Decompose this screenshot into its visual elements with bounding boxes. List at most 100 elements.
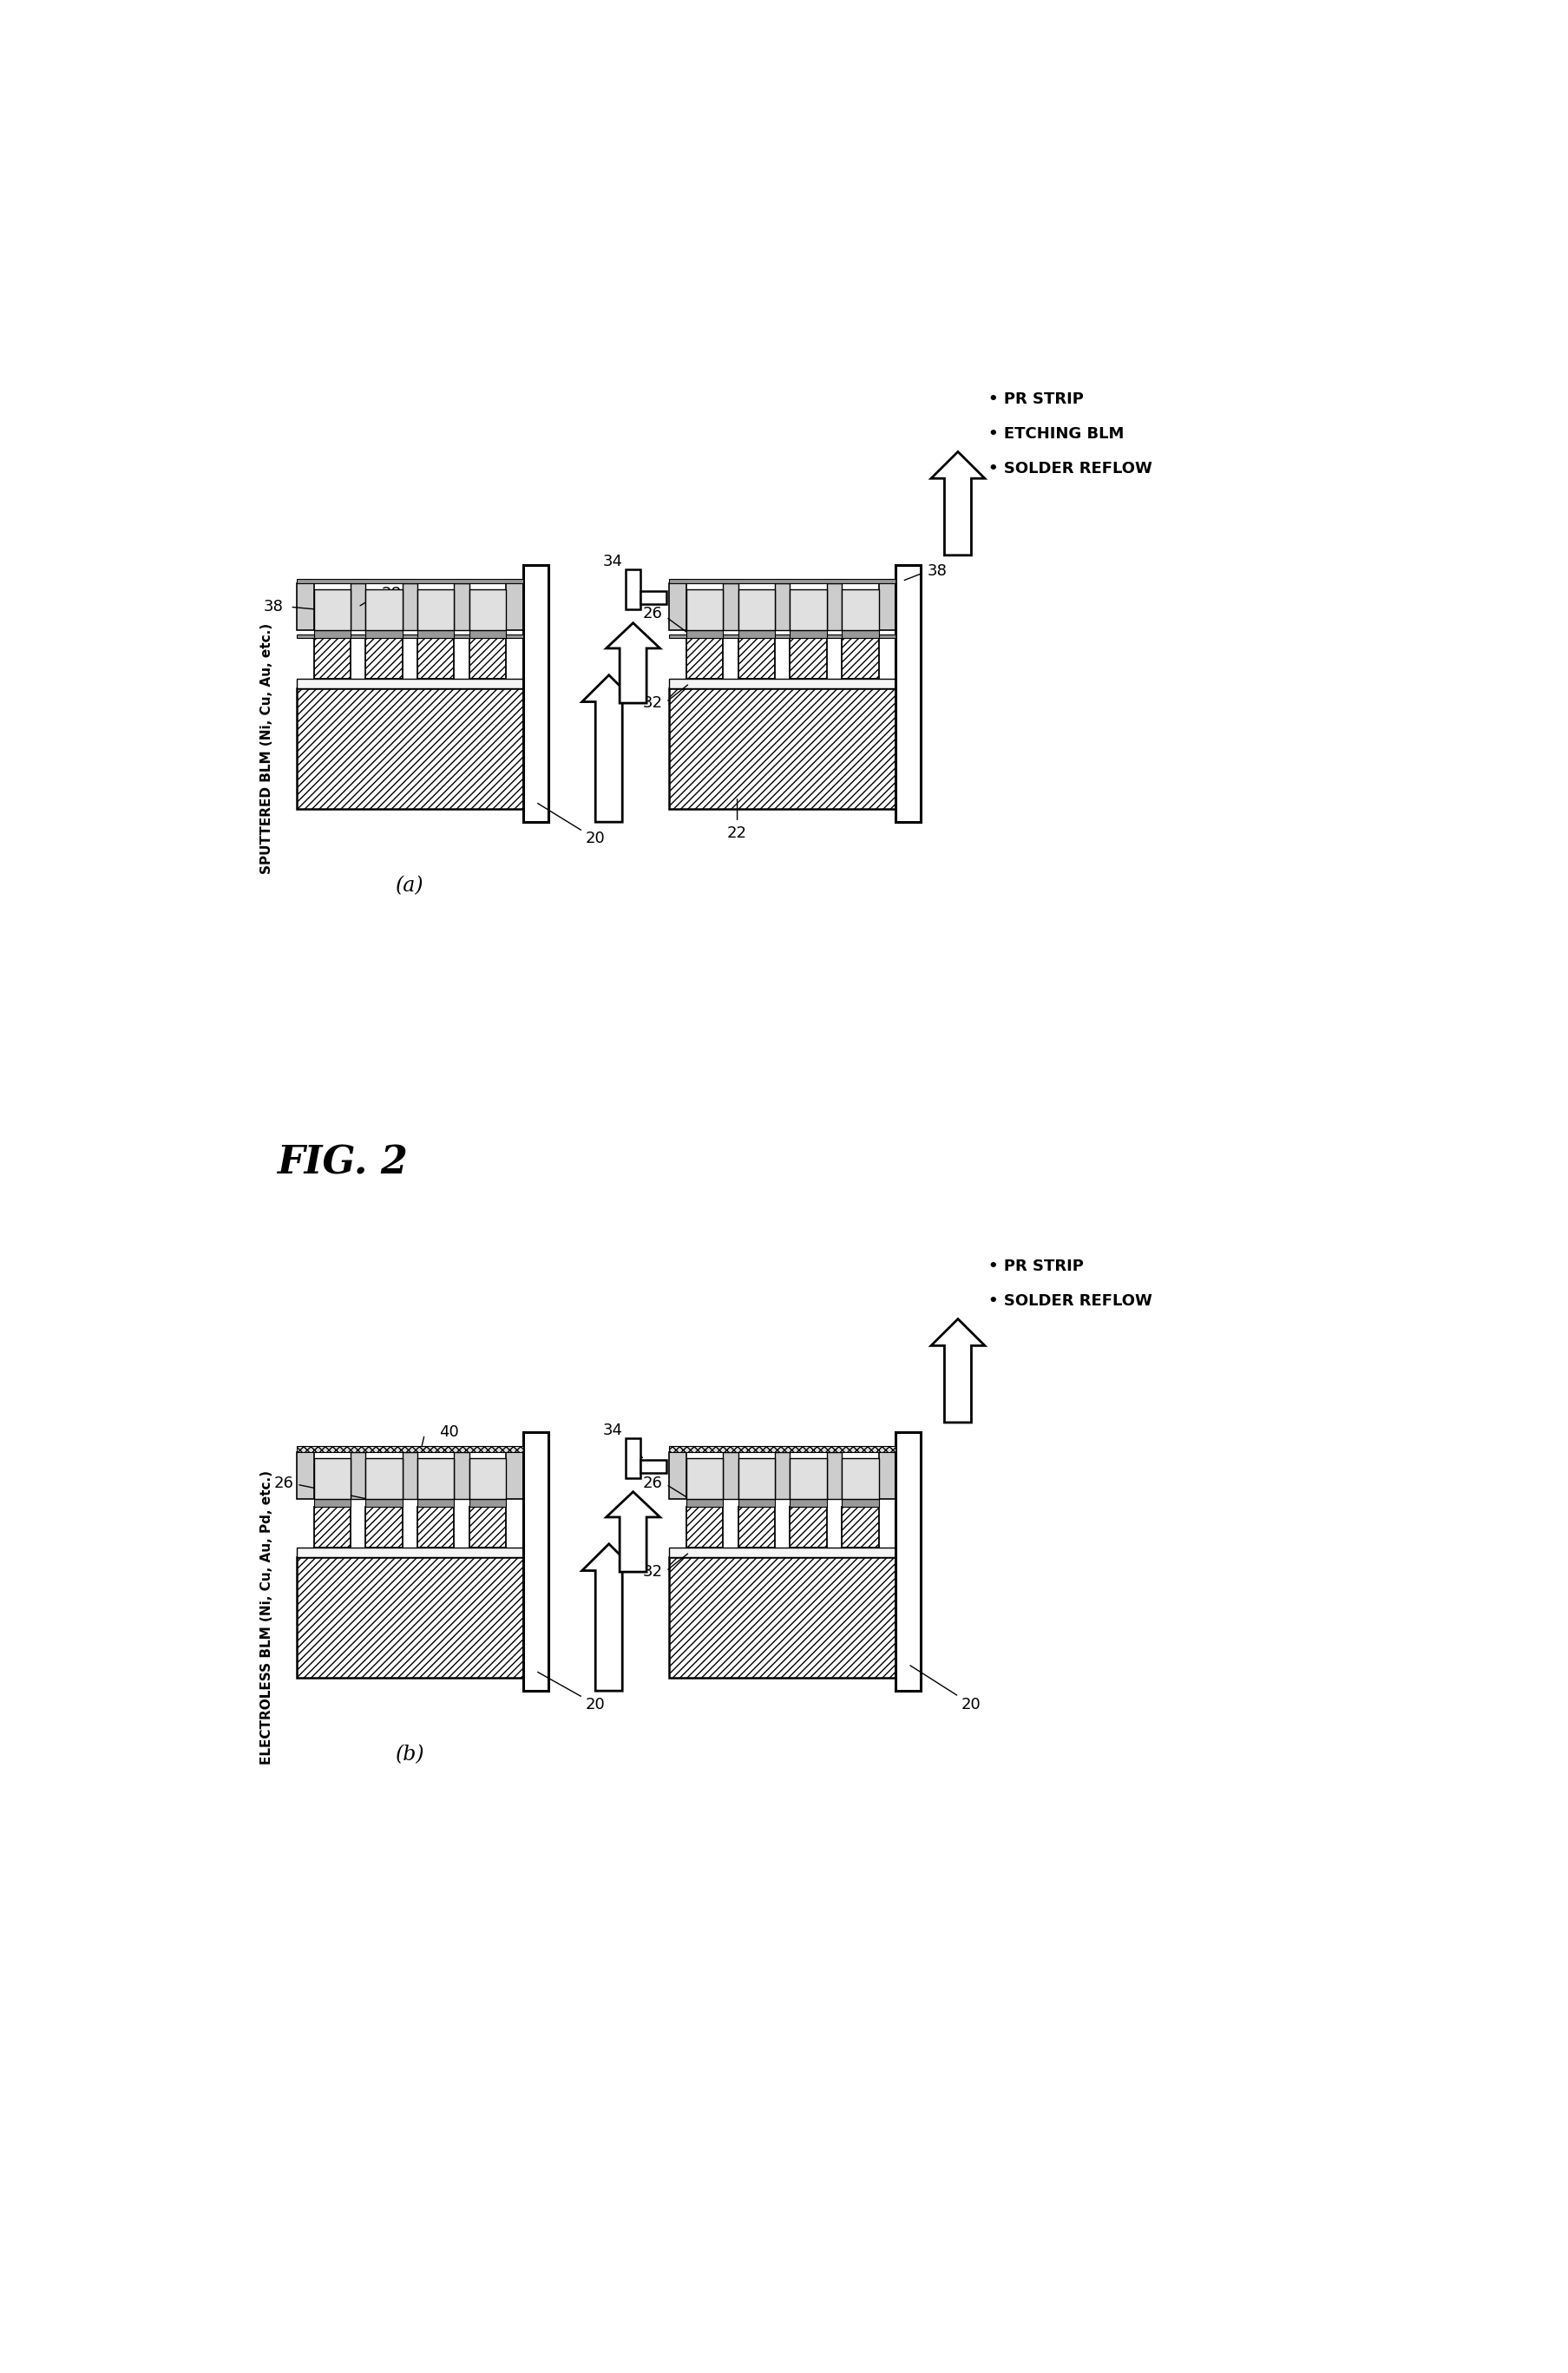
Bar bbox=[895, 1433, 920, 1692]
Text: 40: 40 bbox=[439, 1424, 459, 1440]
Bar bbox=[626, 570, 640, 610]
Text: FIG. 2: FIG. 2 bbox=[276, 1144, 408, 1182]
Text: ELECTROLESS BLM (Ni, Cu, Au, Pd, etc.): ELECTROLESS BLM (Ni, Cu, Au, Pd, etc.) bbox=[260, 1471, 273, 1766]
Bar bbox=[790, 638, 826, 679]
Bar bbox=[775, 1452, 790, 1500]
Bar bbox=[687, 631, 723, 638]
Bar bbox=[723, 1452, 739, 1500]
Bar bbox=[687, 638, 723, 679]
Text: 22: 22 bbox=[728, 826, 748, 840]
Bar bbox=[522, 1433, 549, 1692]
Text: 38: 38 bbox=[263, 598, 284, 615]
Bar bbox=[469, 1507, 506, 1547]
Bar bbox=[842, 589, 878, 631]
Text: 32: 32 bbox=[643, 695, 663, 712]
Bar bbox=[739, 1507, 775, 1547]
Bar bbox=[365, 589, 403, 631]
Bar bbox=[314, 1500, 351, 1507]
Bar bbox=[640, 591, 666, 605]
Bar bbox=[723, 584, 739, 631]
Bar bbox=[296, 1452, 314, 1500]
Bar bbox=[895, 565, 920, 821]
Bar bbox=[296, 579, 522, 584]
Text: 38: 38 bbox=[928, 562, 947, 579]
Bar bbox=[640, 1459, 666, 1474]
Bar bbox=[842, 638, 878, 679]
Text: 34: 34 bbox=[602, 553, 622, 570]
Text: 26: 26 bbox=[274, 1476, 293, 1490]
Bar bbox=[826, 584, 842, 631]
Bar bbox=[842, 1457, 878, 1500]
Text: 28: 28 bbox=[381, 586, 401, 600]
Bar bbox=[687, 1507, 723, 1547]
Bar bbox=[314, 589, 351, 631]
Bar bbox=[417, 1457, 455, 1500]
Bar bbox=[417, 638, 455, 679]
Bar bbox=[790, 1457, 826, 1500]
Bar bbox=[670, 679, 895, 688]
Bar bbox=[314, 1507, 351, 1547]
Bar bbox=[739, 589, 775, 631]
Bar bbox=[296, 1445, 522, 1452]
Bar bbox=[790, 1500, 826, 1507]
Bar bbox=[739, 638, 775, 679]
Bar bbox=[670, 688, 895, 809]
Bar bbox=[670, 579, 895, 584]
Bar bbox=[314, 1457, 351, 1500]
Bar bbox=[670, 1557, 895, 1678]
Bar bbox=[506, 1452, 522, 1500]
Polygon shape bbox=[582, 674, 635, 821]
Bar bbox=[878, 1452, 895, 1500]
Bar bbox=[469, 1457, 506, 1500]
Text: • ETCHING BLM: • ETCHING BLM bbox=[988, 427, 1124, 441]
Bar bbox=[365, 1457, 403, 1500]
Bar bbox=[670, 1445, 895, 1452]
Bar bbox=[826, 1452, 842, 1500]
Bar bbox=[455, 584, 469, 631]
Bar bbox=[314, 631, 351, 638]
Bar bbox=[417, 631, 455, 638]
Bar bbox=[687, 1457, 723, 1500]
Text: • SOLDER REFLOW: • SOLDER REFLOW bbox=[988, 1293, 1152, 1310]
Bar bbox=[469, 638, 506, 679]
Text: 20: 20 bbox=[538, 804, 605, 847]
Bar bbox=[790, 589, 826, 631]
Bar bbox=[296, 1547, 522, 1557]
Bar bbox=[506, 584, 522, 631]
Text: 26: 26 bbox=[375, 591, 394, 605]
Bar bbox=[739, 1457, 775, 1500]
Bar bbox=[522, 565, 549, 821]
Bar bbox=[739, 631, 775, 638]
Text: 26: 26 bbox=[643, 605, 663, 622]
Bar bbox=[351, 584, 365, 631]
Bar bbox=[842, 631, 878, 638]
Bar bbox=[296, 1557, 522, 1678]
Bar bbox=[670, 634, 895, 638]
Text: • SOLDER REFLOW: • SOLDER REFLOW bbox=[988, 460, 1152, 477]
Bar bbox=[296, 688, 522, 809]
Text: 20: 20 bbox=[538, 1673, 605, 1711]
Text: (a): (a) bbox=[395, 876, 423, 895]
Bar bbox=[790, 1507, 826, 1547]
Bar bbox=[469, 589, 506, 631]
Polygon shape bbox=[931, 451, 985, 555]
Text: 34: 34 bbox=[602, 1424, 622, 1438]
Bar bbox=[365, 631, 403, 638]
Text: • PR STRIP: • PR STRIP bbox=[988, 392, 1083, 408]
Bar bbox=[314, 638, 351, 679]
Bar bbox=[878, 584, 895, 631]
Bar bbox=[455, 1452, 469, 1500]
Bar bbox=[417, 589, 455, 631]
Bar bbox=[626, 1438, 640, 1478]
Bar bbox=[469, 631, 506, 638]
Bar bbox=[403, 584, 417, 631]
Bar bbox=[351, 1452, 365, 1500]
Bar bbox=[417, 1507, 455, 1547]
Bar bbox=[739, 1500, 775, 1507]
Text: 32: 32 bbox=[643, 1564, 663, 1580]
Bar bbox=[417, 1500, 455, 1507]
Bar bbox=[687, 589, 723, 631]
Text: • PR STRIP: • PR STRIP bbox=[988, 1258, 1083, 1274]
Bar bbox=[365, 1500, 403, 1507]
Bar bbox=[775, 584, 790, 631]
